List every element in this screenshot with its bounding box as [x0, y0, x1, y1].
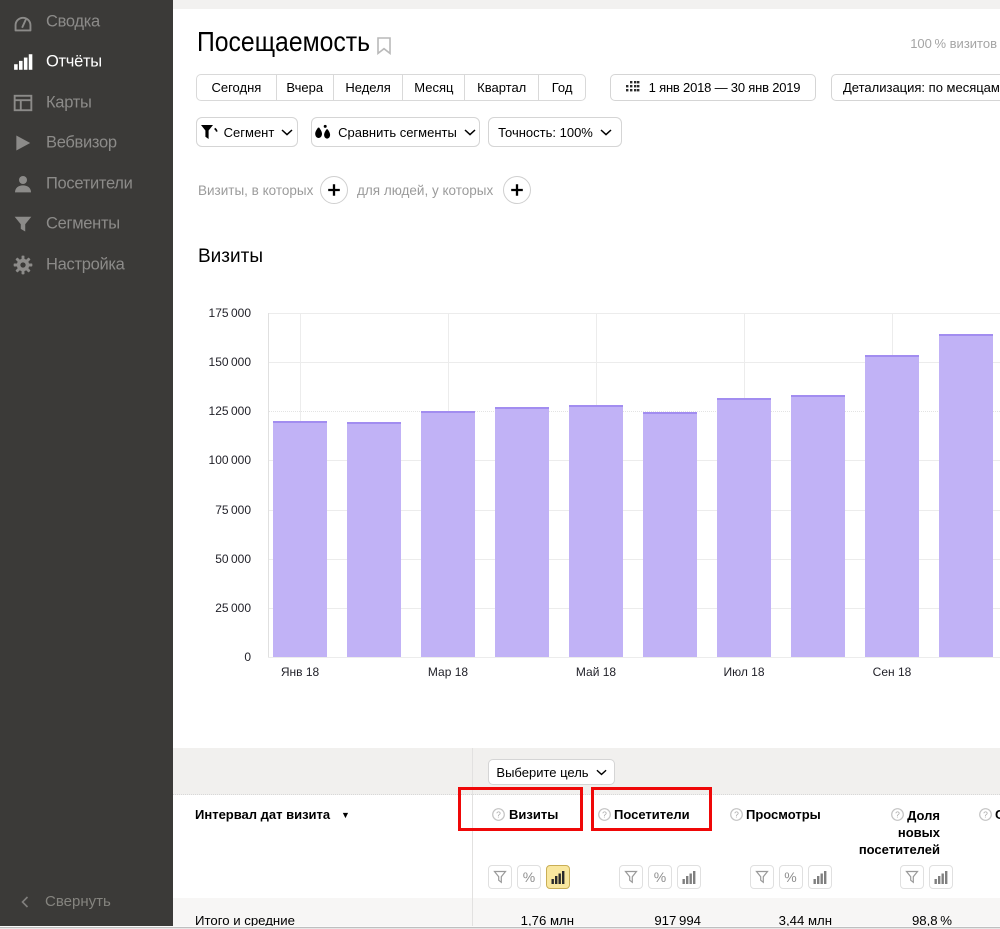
svg-text:?: ?	[895, 809, 900, 819]
svg-text:?: ?	[983, 809, 988, 819]
svg-text:?: ?	[734, 809, 739, 819]
svg-text:?: ?	[602, 809, 607, 819]
svg-text:?: ?	[496, 809, 501, 819]
